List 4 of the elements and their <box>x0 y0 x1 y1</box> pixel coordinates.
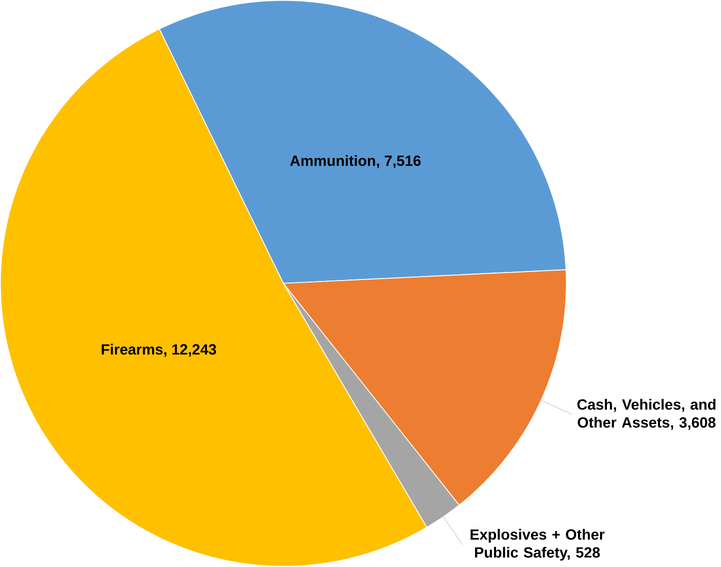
slice-label: Cash, Vehicles, and Other Assets, 3,608 <box>577 399 716 430</box>
slice-label: Firearms, 12,243 <box>102 344 216 357</box>
slice-label: Ammunition, 7,516 <box>290 155 421 168</box>
slice-label: Explosives + Other Public Safety, 528 <box>470 529 605 561</box>
